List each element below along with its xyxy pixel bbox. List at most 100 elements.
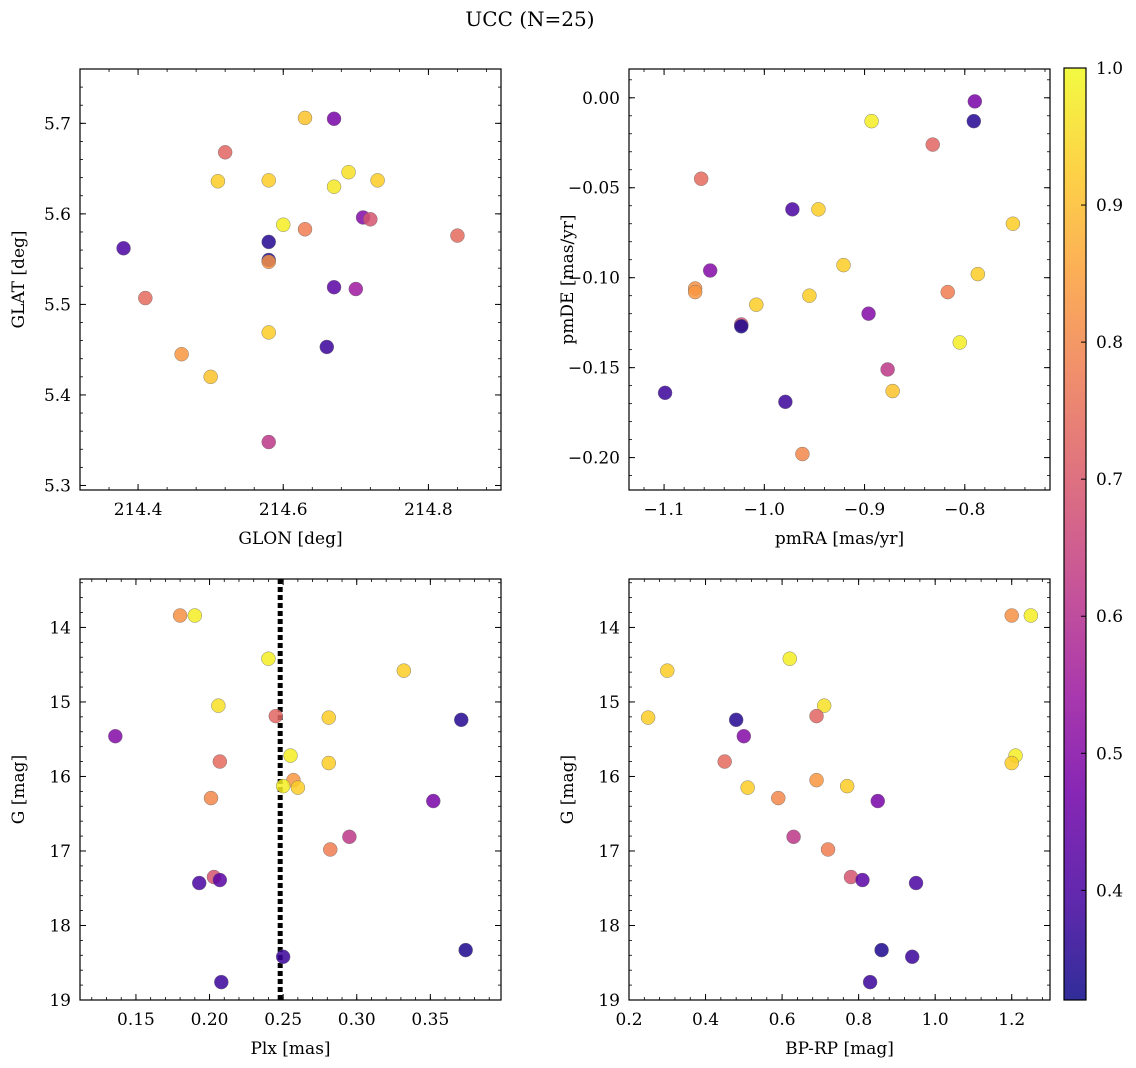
y-tick-label: −0.20 [568, 449, 620, 469]
x-tick-label: −0.9 [844, 500, 885, 520]
scatter-point [771, 790, 786, 806]
scatter-point [217, 145, 233, 160]
x-tick-label: 0.15 [117, 1010, 155, 1030]
x-tick-label: 0.2 [615, 1010, 642, 1030]
scatter-point [268, 708, 283, 724]
x-tick-label: 214.4 [114, 500, 163, 520]
scatter-point [870, 793, 885, 809]
scatter-point [458, 942, 473, 958]
scatter-point [702, 263, 718, 278]
scatter-point [212, 754, 228, 769]
scatter-point [940, 284, 955, 300]
scatter-point [319, 339, 334, 355]
scatter-point [855, 872, 870, 888]
scatter-point [885, 383, 900, 399]
panel-proper-motion: −1.1 −1.0 −0.9 −0.8 −0.20 −0.15 −0.10 −0.05 0.00… [558, 68, 1051, 549]
scatter-point [326, 279, 342, 295]
scatter-point [874, 942, 889, 958]
panel-parallax-magnitude: 0.15 0.20 0.25 0.30 0.35 14 15 16 17 18 19 Plx [mas… [9, 578, 502, 1059]
scatter-point [952, 335, 967, 350]
scatter-point [370, 173, 385, 188]
scatter-point [212, 872, 228, 888]
scatter-point [326, 179, 342, 194]
figure-title: UCC (N=25) [465, 7, 594, 31]
colorbar-tick-label: 0.4 [1096, 881, 1123, 901]
panels: 214.4 214.6 214.8 5.3 5.4 5.5 5.6 5.7 GLON [deg]… [9, 68, 1051, 1059]
x-tick-label: 214.8 [404, 500, 453, 520]
plot-frame [79, 578, 502, 1001]
scatter-point [275, 778, 291, 794]
scatter-point [687, 284, 703, 300]
x-axis-label: Plx [mas] [250, 1039, 330, 1059]
scatter-point [321, 755, 336, 771]
scatter-point [811, 202, 826, 217]
scatter-point [261, 434, 276, 450]
scatter-point [326, 111, 342, 126]
scatter-point [880, 362, 895, 377]
y-tick-label: 19 [598, 991, 620, 1011]
colorbar-tick-label: 0.9 [1096, 196, 1123, 216]
scatter-point [261, 254, 276, 270]
y-tick-label: 5.4 [44, 386, 71, 406]
y-tick-label: 19 [49, 991, 71, 1011]
scatter-point [187, 608, 203, 623]
scatter-point [786, 829, 801, 845]
y-tick-label: 18 [49, 916, 71, 936]
scatter-point [749, 297, 764, 312]
scatter-point [210, 174, 226, 189]
scatter-point [363, 212, 378, 227]
y-tick-label: −0.05 [568, 179, 620, 199]
x-tick-label: −0.8 [944, 500, 985, 520]
scatter-point [211, 698, 226, 713]
scatter-point [657, 385, 673, 401]
x-tick-label: 0.20 [191, 1010, 229, 1030]
scatter-point [693, 171, 709, 186]
scatter-point [1023, 608, 1039, 623]
scatter-point [1005, 216, 1021, 231]
y-tick-label: 5.5 [44, 295, 71, 315]
y-tick-label: 17 [49, 842, 71, 862]
scatter-point [839, 778, 855, 794]
scatter-point [297, 110, 313, 126]
x-tick-label: 0.25 [264, 1010, 302, 1030]
scatter-point [396, 663, 412, 678]
scatter-point [809, 708, 824, 724]
scatter-point [785, 202, 800, 217]
y-tick-label: 0.00 [582, 89, 620, 109]
scatter-point [454, 712, 469, 728]
scatter-point [736, 729, 752, 744]
x-tick-label: 0.8 [845, 1010, 872, 1030]
scatter-point [261, 651, 276, 666]
colorbar-gradient [1064, 68, 1086, 1000]
x-tick-label: −1.1 [643, 500, 684, 520]
scatter-point [174, 346, 189, 362]
x-axis-label: GLON [deg] [238, 529, 342, 549]
y-tick-label: 14 [598, 618, 620, 638]
y-tick-label: 5.6 [44, 205, 71, 225]
plot-frame [628, 68, 1051, 491]
y-tick-label: 18 [598, 916, 620, 936]
scatter-point [108, 729, 123, 744]
y-axis-label: G [mag] [558, 755, 578, 824]
scatter-point [640, 710, 656, 725]
panel-color-magnitude: 0.2 0.4 0.6 0.8 1.0 1.2 14 15 16 17 18 19 BP-RP [mag… [558, 578, 1051, 1059]
x-tick-label: 1.2 [998, 1010, 1025, 1030]
scatter-point [809, 772, 824, 788]
scatter-point [970, 266, 986, 282]
y-axis-label: pmDE [mas/yr] [558, 214, 578, 344]
scatter-point [290, 780, 306, 795]
scatter-point [321, 710, 336, 725]
scatter-point [660, 663, 675, 678]
scatter-point [802, 288, 817, 303]
scatter-point [734, 319, 749, 334]
colorbar-tick-label: 0.6 [1096, 607, 1123, 627]
scatter-point [450, 228, 465, 243]
y-axis-label: G [mag] [9, 755, 29, 824]
y-tick-label: 5.7 [44, 114, 71, 134]
y-tick-label: 15 [598, 693, 620, 713]
colorbar-tick-label: 0.8 [1096, 333, 1123, 353]
scatter-point [778, 394, 793, 410]
scatter-point [1004, 608, 1019, 623]
scatter-point [192, 875, 207, 891]
